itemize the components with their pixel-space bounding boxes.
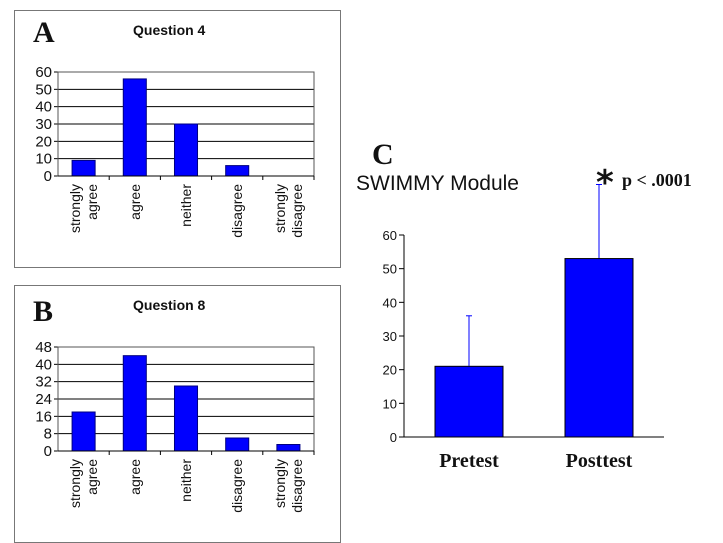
c-y-tick-label: 20	[383, 363, 397, 378]
b-bar	[71, 411, 96, 452]
c-bar	[434, 365, 504, 438]
c-y-tick-label: 30	[383, 329, 397, 344]
panel-b-title: Question 8	[133, 297, 206, 313]
a-y-tick-label: 30	[35, 116, 52, 133]
a-y-tick-label: 0	[44, 168, 52, 185]
b-y-tick-label: 32	[35, 374, 52, 391]
b-bar	[122, 355, 147, 452]
b-y-tick-label: 40	[35, 356, 52, 373]
a-category-label: strongly	[67, 184, 83, 233]
panel-c-label: C	[372, 138, 394, 171]
b-y-tick-label: 48	[35, 339, 52, 356]
a-bar	[173, 123, 199, 177]
b-bar	[173, 385, 199, 452]
significance-asterisk: *	[596, 163, 614, 203]
a-bar	[225, 165, 250, 177]
a-bar	[122, 78, 147, 177]
a-y-tick-label: 20	[35, 133, 52, 150]
b-category-label: strongly	[67, 459, 83, 508]
a-category-label: neither	[178, 184, 194, 227]
a-y-tick-label: 50	[35, 81, 52, 98]
b-category-label: agree	[127, 459, 143, 495]
b-category-label: strongly	[272, 459, 288, 508]
c-category-label: Pretest	[439, 450, 499, 472]
a-category-label: strongly	[272, 184, 288, 233]
b-category-label: neither	[178, 459, 194, 502]
b-y-tick-label: 0	[44, 443, 52, 460]
b-y-tick-label: 24	[35, 391, 52, 408]
c-y-tick-label: 50	[383, 262, 397, 277]
a-y-tick-label: 60	[35, 64, 52, 81]
b-y-tick-label: 8	[44, 426, 52, 443]
a-y-tick-label: 40	[35, 99, 52, 116]
panel-b-label: B	[33, 295, 54, 328]
c-bar	[564, 258, 634, 438]
panel-c-title: SWIMMY Module	[356, 172, 519, 195]
panel-a-title: Question 4	[133, 22, 206, 38]
c-y-tick-label: 10	[383, 396, 397, 411]
b-y-tick-label: 16	[35, 408, 52, 425]
a-category-label: disagree	[289, 184, 305, 238]
c-category-label: Posttest	[566, 450, 633, 472]
a-category-label: disagree	[229, 184, 245, 238]
significance-label: p < .0001	[622, 170, 692, 190]
panel-a-label: A	[33, 16, 55, 49]
a-category-label: agree	[84, 184, 100, 220]
b-category-label: disagree	[289, 459, 305, 513]
a-bar	[71, 159, 96, 177]
a-y-tick-label: 10	[35, 151, 52, 168]
chart-c: 0 10 20 30 40 50 60 Pretest Posttest	[383, 184, 664, 472]
b-bar	[276, 444, 301, 452]
c-y-tick-label: 0	[390, 430, 397, 445]
b-category-label: disagree	[229, 459, 245, 513]
b-bar	[225, 437, 250, 452]
a-category-label: agree	[127, 184, 143, 220]
b-category-label: agree	[84, 459, 100, 495]
c-y-tick-label: 60	[383, 228, 397, 243]
c-y-tick-label: 40	[383, 295, 397, 310]
